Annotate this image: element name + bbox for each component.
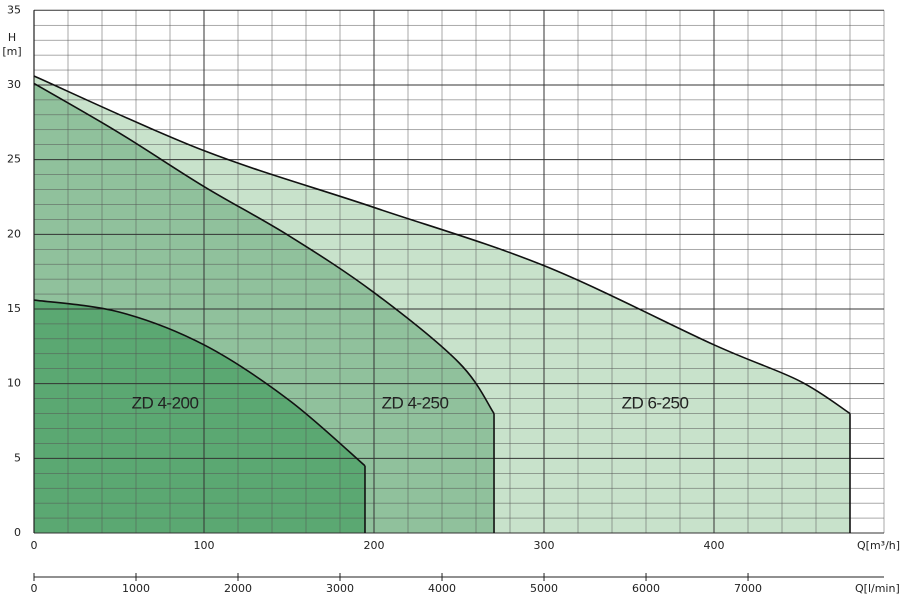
y-unit: [m] [2,45,21,58]
area-fill [34,300,365,533]
x-tick-label: 300 [534,539,555,552]
y-label: H [8,31,16,44]
y-tick-label: 35 [7,3,21,16]
y-tick-label: 5 [14,451,21,464]
x-tick-label: 400 [704,539,725,552]
x2-tick-label: 6000 [632,582,660,595]
y-tick-label: 10 [7,377,21,390]
x-tick-label: 200 [364,539,385,552]
y-tick-label: 30 [7,78,21,91]
y-tick-label: 20 [7,227,21,240]
x-label: Q[m³/h] [857,539,900,552]
y-tick-label: 25 [7,153,21,166]
x-tick-label: 100 [194,539,215,552]
x2-label: Q[l/min] [855,582,900,595]
curve [33,299,366,467]
curve [33,75,851,415]
y-tick-label: 15 [7,302,21,315]
x2-tick-label: 3000 [326,582,354,595]
x2-tick-label: 4000 [428,582,456,595]
series-label: ZD 6-250 [622,393,689,412]
x2-tick-label: 5000 [530,582,558,595]
x2-tick-label: 2000 [224,582,252,595]
x2-tick-label: 7000 [734,582,762,595]
series-label: ZD 4-200 [132,393,199,412]
x-tick-label: 0 [31,539,38,552]
series-label: ZD 4-250 [382,393,449,412]
x2-tick-label: 0 [31,582,38,595]
x2-tick-label: 1000 [122,582,150,595]
y-tick-label: 0 [14,526,21,539]
curve [33,82,495,414]
